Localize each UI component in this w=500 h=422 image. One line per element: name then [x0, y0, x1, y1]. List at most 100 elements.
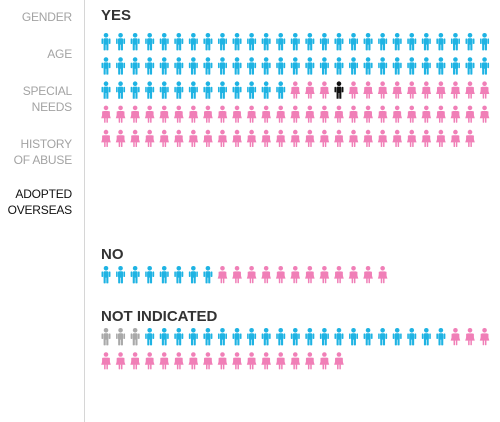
- female-person-icon: [421, 129, 432, 147]
- male-person-icon: [276, 81, 286, 99]
- male-person-icon: [116, 33, 126, 51]
- male-person-icon: [101, 57, 111, 75]
- male-person-icon: [276, 33, 286, 51]
- female-person-icon: [377, 105, 388, 123]
- male-person-icon: [145, 33, 155, 51]
- sidebar-item-gender[interactable]: GENDER: [21, 10, 72, 24]
- female-person-icon: [130, 105, 140, 123]
- male-person-icon: [319, 57, 329, 75]
- male-person-icon: [450, 33, 460, 51]
- sidebar-item-special-needs[interactable]: SPECIAL NEEDS: [22, 84, 72, 114]
- male-person-icon: [101, 33, 111, 51]
- male-person-icon: [116, 81, 126, 99]
- female-person-icon: [290, 352, 301, 370]
- male-person-icon: [159, 81, 169, 99]
- sidebar-item-history-of-abuse[interactable]: HISTORY OF ABUSE: [13, 137, 73, 167]
- female-person-icon: [217, 352, 228, 370]
- male-person-icon: [261, 81, 271, 99]
- male-person-icon: [130, 57, 140, 75]
- unknown-person-icon: [116, 328, 126, 346]
- female-person-icon: [275, 266, 286, 284]
- male-person-icon: [421, 328, 431, 346]
- female-person-icon: [465, 81, 475, 99]
- male-person-icon: [261, 57, 271, 75]
- male-person-icon: [232, 81, 242, 99]
- group-title: NOT INDICATED: [101, 308, 218, 325]
- female-person-icon: [305, 266, 315, 284]
- female-person-icon: [348, 81, 359, 99]
- male-person-icon: [276, 328, 286, 346]
- male-person-icon: [145, 328, 155, 346]
- male-person-icon: [130, 266, 140, 284]
- male-person-icon: [349, 328, 359, 346]
- female-person-icon: [130, 352, 140, 370]
- male-person-icon: [480, 33, 490, 51]
- female-person-icon: [203, 129, 213, 147]
- male-person-icon: [232, 33, 242, 51]
- female-person-icon: [275, 105, 286, 123]
- female-person-icon: [319, 266, 330, 284]
- female-person-icon: [290, 266, 301, 284]
- male-person-icon: [247, 328, 257, 346]
- female-person-icon: [101, 105, 111, 123]
- sidebar-item-age[interactable]: AGE: [47, 47, 72, 61]
- female-person-icon: [377, 266, 388, 284]
- male-person-icon: [436, 57, 446, 75]
- female-person-icon: [450, 328, 461, 346]
- female-person-icon: [406, 129, 417, 147]
- female-person-icon: [159, 105, 170, 123]
- male-person-icon: [421, 57, 431, 75]
- male-person-icon: [188, 33, 198, 51]
- male-person-icon: [349, 57, 359, 75]
- male-person-icon: [261, 328, 271, 346]
- female-person-icon: [101, 352, 111, 370]
- group-title: NO: [101, 246, 124, 263]
- male-person-icon: [174, 57, 184, 75]
- female-person-icon: [406, 81, 417, 99]
- female-person-icon: [363, 81, 373, 99]
- female-person-icon: [334, 352, 344, 370]
- male-person-icon: [203, 328, 213, 346]
- highlight-person-icon: [334, 81, 344, 99]
- male-person-icon: [392, 33, 402, 51]
- male-person-icon: [450, 57, 460, 75]
- female-person-icon: [203, 352, 213, 370]
- male-person-icon: [363, 33, 373, 51]
- female-person-icon: [436, 129, 446, 147]
- male-person-icon: [465, 57, 475, 75]
- male-person-icon: [159, 266, 169, 284]
- female-person-icon: [232, 129, 242, 147]
- female-person-icon: [188, 105, 199, 123]
- female-person-icon: [290, 81, 301, 99]
- female-person-icon: [101, 129, 111, 147]
- female-person-icon: [334, 129, 344, 147]
- female-person-icon: [290, 129, 301, 147]
- female-person-icon: [436, 105, 446, 123]
- female-person-icon: [334, 105, 344, 123]
- female-person-icon: [305, 81, 315, 99]
- male-person-icon: [319, 328, 329, 346]
- female-person-icon: [188, 129, 199, 147]
- male-person-icon: [217, 57, 227, 75]
- female-person-icon: [348, 266, 359, 284]
- female-person-icon: [217, 129, 228, 147]
- female-person-icon: [261, 105, 271, 123]
- female-person-icon: [246, 129, 257, 147]
- female-person-icon: [261, 352, 271, 370]
- male-person-icon: [159, 328, 169, 346]
- male-person-icon: [188, 266, 198, 284]
- female-person-icon: [246, 105, 257, 123]
- male-person-icon: [159, 33, 169, 51]
- sidebar-item-adopted-overseas[interactable]: ADOPTED OVERSEAS: [7, 187, 73, 217]
- female-person-icon: [319, 81, 330, 99]
- female-person-icon: [334, 266, 344, 284]
- male-person-icon: [407, 328, 417, 346]
- male-person-icon: [305, 33, 315, 51]
- female-person-icon: [217, 266, 228, 284]
- female-person-icon: [348, 129, 359, 147]
- female-person-icon: [144, 129, 155, 147]
- female-person-icon: [246, 352, 257, 370]
- female-person-icon: [174, 352, 184, 370]
- male-person-icon: [145, 266, 155, 284]
